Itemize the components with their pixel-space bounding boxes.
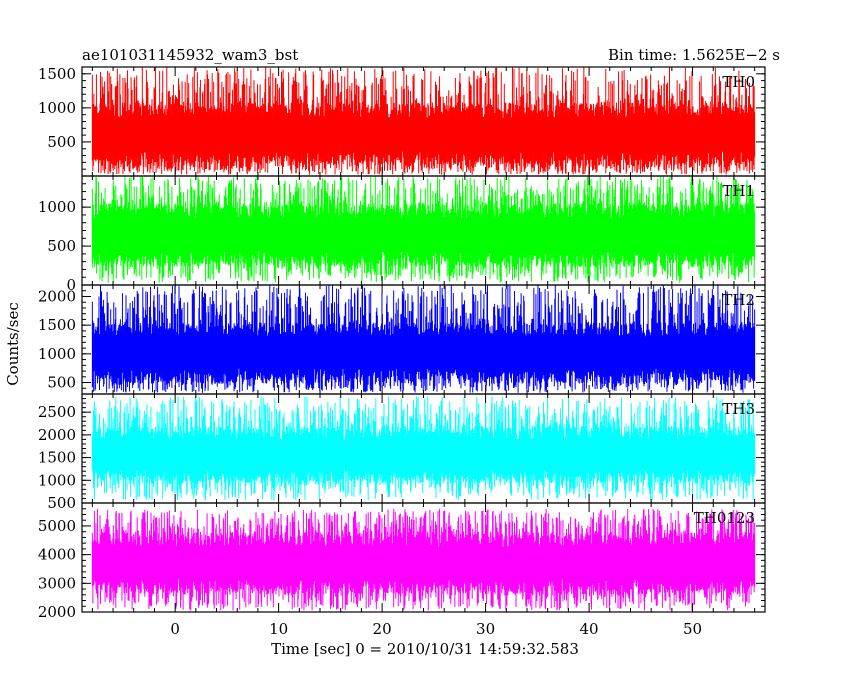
figure-title: ae101031145932_wam3_bst: [82, 46, 298, 64]
series-line-th3: [91, 396, 756, 501]
y-tick-label: 500: [47, 494, 76, 512]
panel-label: TH3: [722, 400, 755, 418]
y-tick-label: 1500: [38, 449, 76, 467]
panel-th0: 500 1000 1500 TH0: [38, 65, 766, 177]
x-tick-label: 40: [580, 620, 599, 638]
x-tick-label: 30: [476, 620, 495, 638]
panel-th0123: 2000 3000 4000 5000 TH0123: [38, 502, 766, 621]
panel-label: TH1: [722, 182, 755, 200]
y-tick-label: 1500: [38, 316, 76, 334]
panel-label: TH0: [722, 73, 755, 91]
panel-th2: 500 1000 1500 2000 TH2: [38, 284, 766, 395]
panel-th1: 0 500 1000 TH1: [38, 175, 766, 294]
panel-th3: 500 1000 1500 2000 2500 TH3: [38, 393, 766, 512]
y-tick-label: 500: [47, 133, 76, 151]
series-line-th2: [91, 285, 756, 393]
y-tick-label: 500: [47, 374, 76, 392]
y-tick-label: 1500: [38, 65, 76, 83]
series-line-th1: [91, 176, 756, 283]
x-tick-label: 10: [269, 620, 288, 638]
x-axis-label: Time [sec] 0 = 2010/10/31 14:59:32.583: [271, 640, 579, 658]
y-tick-label: 1000: [38, 198, 76, 216]
y-tick-label: 2500: [38, 403, 76, 421]
panel-label: TH0123: [694, 509, 755, 527]
panel-label: TH2: [722, 291, 755, 309]
y-tick-label: 1000: [38, 471, 76, 489]
y-tick-label: 3000: [38, 574, 76, 592]
y-tick-label: 4000: [38, 546, 76, 564]
y-tick-label: 1000: [38, 99, 76, 117]
y-tick-label: 1000: [38, 345, 76, 363]
y-tick-label: 2000: [38, 287, 76, 305]
y-tick-label: 500: [47, 237, 76, 255]
bin-time-label: Bin time: 1.5625E−2 s: [608, 46, 780, 64]
y-axis-label: Counts/sec: [4, 302, 22, 386]
x-tick-label: 0: [170, 620, 180, 638]
y-tick-label: 5000: [38, 517, 76, 535]
x-tick-label: 20: [373, 620, 392, 638]
y-tick-label: 2000: [38, 426, 76, 444]
y-tick-label: 0: [66, 276, 76, 294]
y-tick-label: 2000: [38, 603, 76, 621]
series-line-th0123: [91, 508, 756, 611]
series-line-th0: [91, 67, 756, 175]
x-tick-label: 50: [683, 620, 702, 638]
